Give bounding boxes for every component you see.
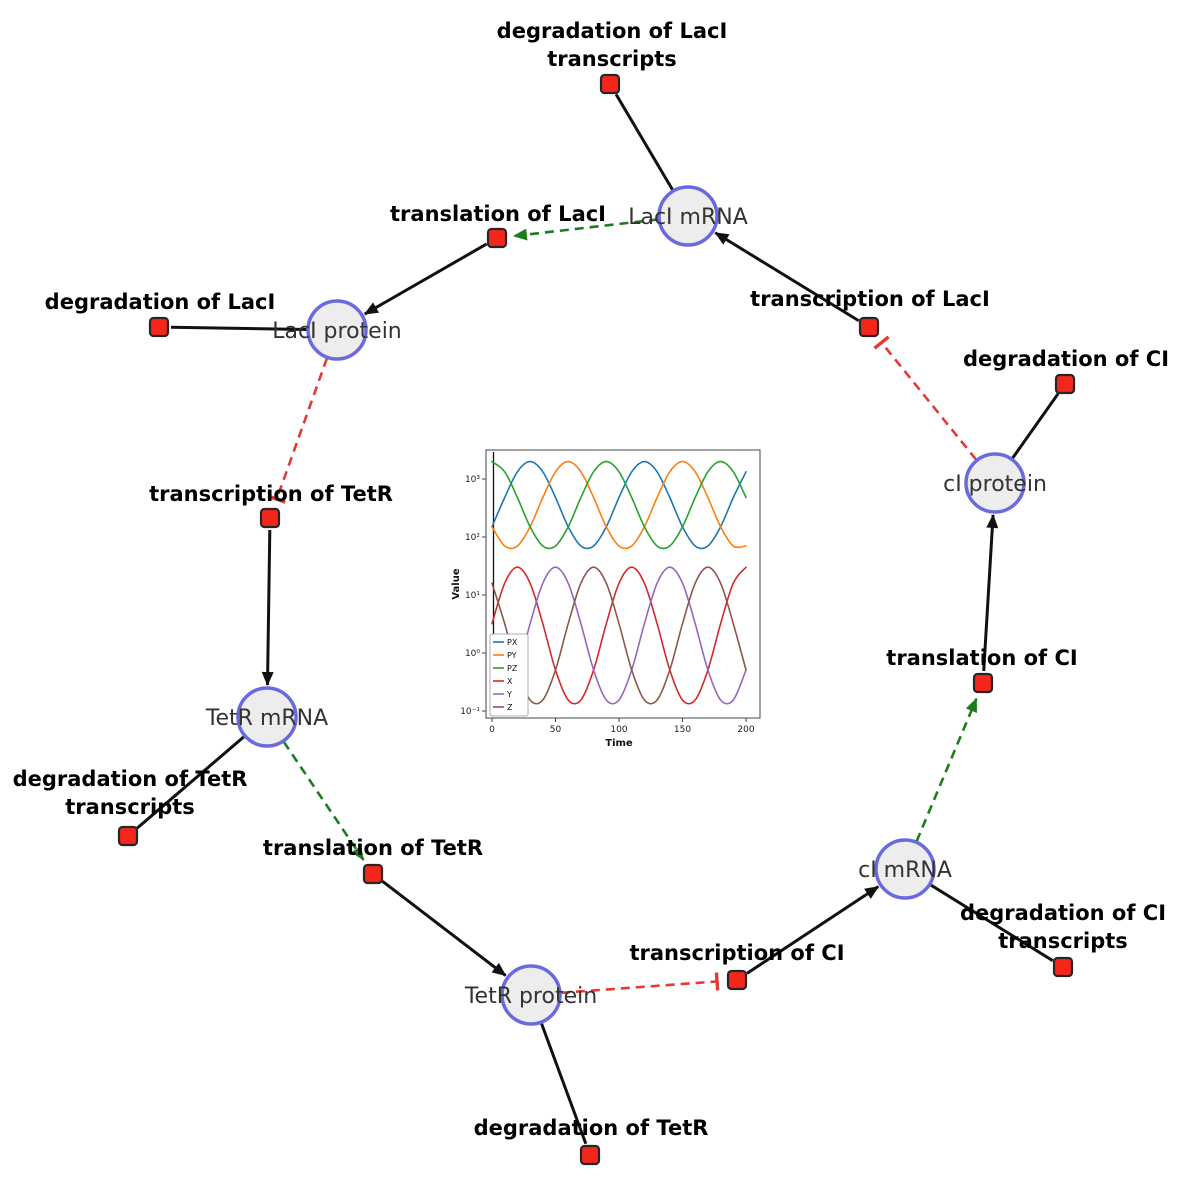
reaction-node-deg-laci-transcripts[interactable] (599, 73, 621, 95)
reaction-label-deg-ci: degradation of CI (963, 347, 1169, 371)
species-node-laci-mrna[interactable] (657, 185, 719, 247)
x-tick-label: 0 (489, 725, 495, 735)
species-label-laci-protein: LacI protein (272, 319, 402, 344)
legend-label-Y: Y (506, 690, 512, 699)
reaction-label-deg-laci: degradation of LacI (45, 290, 276, 314)
species-node-ci-mrna[interactable] (874, 838, 936, 900)
y-tick-label: 10² (465, 533, 480, 543)
reaction-node-transcription-tetr[interactable] (259, 507, 281, 529)
edge-ci-mrna-deg-ci-transcripts-consumption (929, 883, 1054, 962)
species-node-laci-protein[interactable] (306, 299, 368, 361)
reaction-label-deg-ci-transcripts: transcripts (998, 929, 1128, 953)
reaction-node-transcription-laci[interactable] (858, 316, 880, 338)
reaction-label-transcription-laci: transcription of LacI (750, 287, 990, 311)
legend-label-PX: PX (507, 638, 518, 647)
reaction-node-deg-ci[interactable] (1054, 373, 1076, 395)
species-nodes-layer: LacI mRNA LacI protein cI protein TetR mRNA… (205, 185, 1047, 1026)
y-tick-label: 10³ (465, 475, 480, 485)
reaction-node-translation-laci[interactable] (486, 227, 508, 249)
reaction-node-deg-tetr-transcripts[interactable] (117, 825, 139, 847)
edge-ci-protein-transcription-laci-inhibition (873, 335, 978, 461)
edge-transcription-tetr-tetr-mrna-production (261, 529, 274, 687)
reaction-node-translation-tetr[interactable] (362, 863, 384, 885)
edge-ci-mrna-translation-ci-modifier (915, 697, 978, 842)
species-node-tetr-mrna[interactable] (236, 686, 298, 748)
x-tick-label: 150 (674, 725, 691, 735)
edge-tetr-protein-deg-tetr-consumption (539, 1022, 588, 1145)
reaction-label-deg-laci-transcripts: degradation of LacI (497, 19, 728, 43)
edge-translation-laci-laci-protein-production (363, 242, 488, 316)
species-node-ci-protein[interactable] (964, 452, 1026, 514)
reaction-label-deg-laci-transcripts: transcripts (547, 47, 677, 71)
edge-translation-ci-ci-protein-production (982, 513, 999, 672)
series-line-Z (491, 566, 747, 705)
series-line-PY (491, 460, 747, 550)
legend-label-Z: Z (507, 703, 513, 712)
y-axis-title: Value (451, 568, 462, 599)
edge-laci-protein-transcription-tetr-inhibition (267, 357, 329, 504)
reaction-node-deg-ci-transcripts[interactable] (1052, 956, 1074, 978)
edge-transcription-ci-ci-mrna-production (746, 885, 880, 975)
reaction-label-deg-tetr: degradation of TetR (474, 1116, 709, 1140)
y-tick-label: 10⁻¹ (460, 707, 480, 717)
y-tick-label: 10⁰ (465, 649, 480, 659)
edge-ci-protein-deg-ci-consumption (1011, 392, 1060, 460)
edge-laci-mrna-deg-laci-transcripts-consumption (614, 93, 675, 191)
x-tick-label: 200 (737, 725, 754, 735)
x-tick-label: 50 (550, 725, 562, 735)
edge-transcription-laci-laci-mrna-production (714, 231, 860, 323)
reaction-node-deg-tetr[interactable] (579, 1144, 601, 1166)
y-tick-label: 10¹ (465, 591, 480, 601)
legend-label-PZ: PZ (507, 664, 518, 673)
reaction-label-deg-tetr-transcripts: transcripts (65, 795, 195, 819)
species-label-ci-protein: cI protein (943, 472, 1047, 497)
series-line-Y (491, 566, 747, 705)
edge-laci-protein-deg-laci-consumption (170, 325, 308, 331)
edge-laci-mrna-translation-laci-modifier (512, 218, 659, 241)
series-line-X (491, 566, 747, 705)
species-node-tetr-protein[interactable] (500, 964, 562, 1026)
reaction-node-deg-laci[interactable] (148, 316, 170, 338)
chart-axes-box (485, 449, 761, 719)
reaction-label-translation-ci: translation of CI (886, 646, 1077, 670)
x-axis-title: Time (605, 738, 633, 749)
reaction-node-translation-ci[interactable] (972, 672, 994, 694)
reaction-label-transcription-tetr: transcription of TetR (149, 482, 393, 506)
edge-translation-tetr-tetr-protein-production (381, 880, 507, 977)
reaction-label-deg-ci-transcripts: degradation of CI (960, 901, 1166, 925)
x-tick-label: 100 (610, 725, 627, 735)
edge-tetr-protein-transcription-ci-inhibition (560, 972, 720, 995)
species-label-ci-mrna: cI mRNA (858, 858, 952, 883)
species-label-laci-mrna: LacI mRNA (628, 205, 748, 230)
reaction-label-translation-tetr: translation of TetR (263, 836, 483, 860)
edge-tetr-mrna-translation-tetr-modifier (282, 741, 365, 861)
chart-legend: PX PY PZ XYZ (489, 633, 529, 717)
legend-label-PY: PY (507, 651, 517, 660)
reaction-node-transcription-ci[interactable] (726, 969, 748, 991)
series-line-PZ (491, 460, 747, 550)
reaction-label-deg-tetr-transcripts: degradation of TetR (13, 767, 248, 791)
reaction-label-transcription-ci: transcription of CI (629, 941, 844, 965)
species-label-tetr-protein: TetR protein (464, 984, 597, 1009)
species-label-tetr-mrna: TetR mRNA (205, 706, 328, 731)
reaction-nodes-layer: degradation of LacI transcripts translatio… (13, 19, 1169, 1166)
edge-tetr-mrna-deg-tetr-transcripts-consumption (136, 735, 246, 830)
legend-label-X: X (507, 677, 513, 686)
reaction-label-translation-laci: translation of LacI (390, 202, 606, 226)
series-line-PX (491, 460, 747, 550)
inset-timecourse-chart: 0 50 100 150 20010⁻¹10⁰10¹10²10³TimeValuePXP… (451, 449, 761, 749)
edges-layer (136, 93, 1060, 1145)
